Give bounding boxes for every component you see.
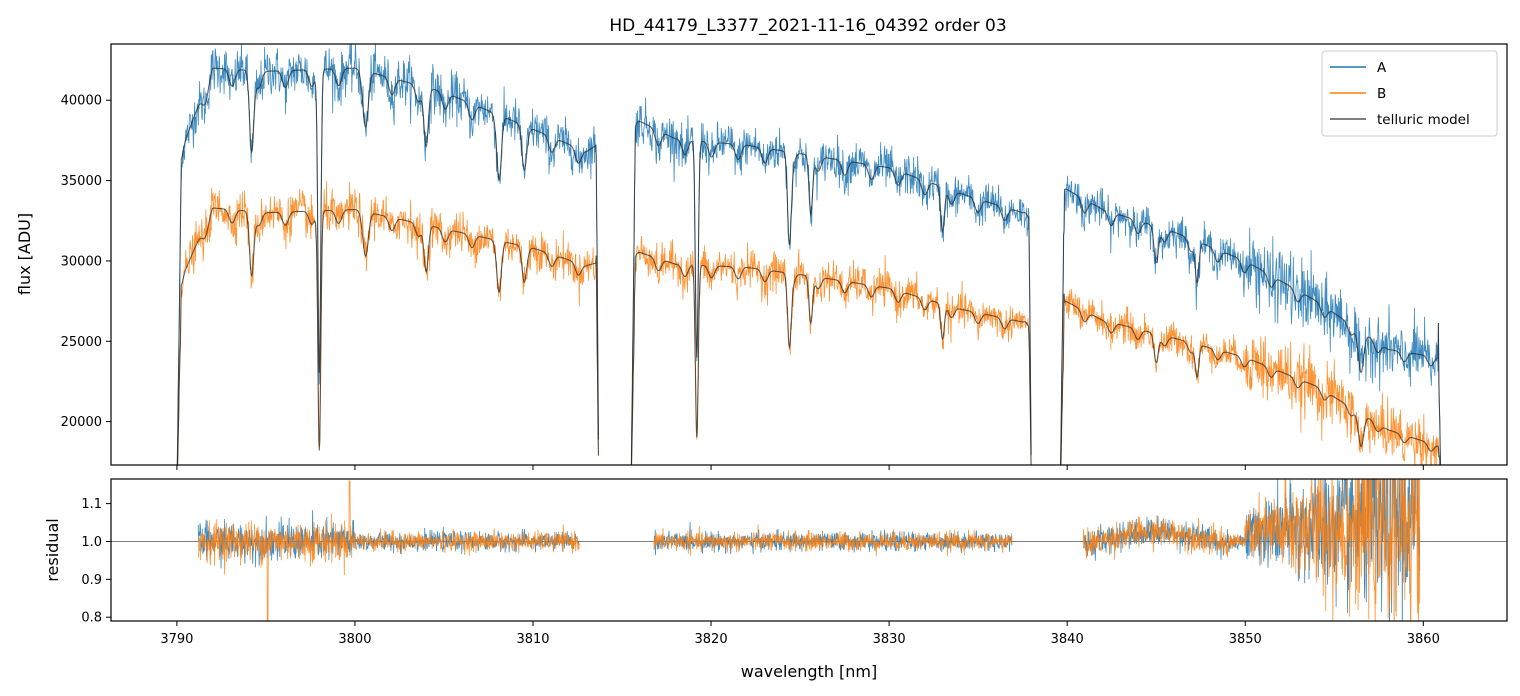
residual-axis-label: residual: [43, 518, 62, 581]
x-tick-label: 3850: [1229, 632, 1262, 647]
x-tick-label: 3800: [338, 632, 371, 647]
residual-y-tick-label: 0.9: [81, 573, 102, 588]
legend-frame: [1321, 50, 1498, 137]
flux-panel-frame: [110, 43, 1508, 466]
x-tick-label: 3810: [516, 632, 549, 647]
flux-y-tick-label: 20000: [61, 415, 102, 430]
x-axis-label: wavelength [nm]: [741, 662, 878, 681]
flux-x-ticks: [176, 465, 1424, 470]
residual-panel-frame: [110, 478, 1508, 622]
residual-y-tick-label: 1.0: [81, 535, 102, 550]
telluric-model-line-a: [176, 67, 1442, 465]
flux-y-tick-label: 35000: [61, 174, 102, 189]
flux-axis-label: flux [ADU]: [15, 213, 34, 295]
x-tick-label: 3820: [695, 632, 728, 647]
flux-panel: 20000 25000 30000 35000 40000 flux [ADU]: [15, 43, 1508, 470]
x-tick-label: 3830: [873, 632, 906, 647]
residual-x-ticks: 3790 3800 3810 3820 3830 3840 3850 3860: [160, 621, 1440, 647]
x-tick-label: 3790: [160, 632, 193, 647]
flux-y-tick-label: 30000: [61, 254, 102, 269]
flux-y-tick-label: 25000: [61, 335, 102, 350]
residual-series-b: [197, 479, 1421, 621]
residual-y-ticks: 0.8 0.9 1.0 1.1: [81, 497, 111, 626]
chart-title: HD_44179_L3377_2021-11-16_04392 order 03: [609, 16, 1006, 36]
flux-series-b: [177, 180, 1441, 465]
telluric-model-line-b: [177, 207, 1441, 465]
legend: A B telluric model: [1321, 50, 1498, 137]
legend-label-model: telluric model: [1377, 112, 1470, 128]
residual-y-tick-label: 1.1: [81, 497, 102, 512]
residual-series-a: [197, 479, 1421, 621]
residual-panel: 0.8 0.9 1.0 1.1 3790 3800 3810 3820 3830 3840 385…: [43, 478, 1508, 647]
x-tick-label: 3840: [1051, 632, 1084, 647]
flux-y-ticks: 20000 25000 30000 35000 40000: [61, 94, 111, 430]
x-tick-label: 3860: [1407, 632, 1440, 647]
residual-y-tick-label: 0.8: [81, 611, 102, 626]
flux-plot-area: [176, 44, 1442, 465]
residual-plot-area: [111, 479, 1507, 621]
legend-label-b: B: [1377, 86, 1386, 102]
legend-label-a: A: [1377, 60, 1387, 76]
flux-y-tick-label: 40000: [61, 94, 102, 109]
